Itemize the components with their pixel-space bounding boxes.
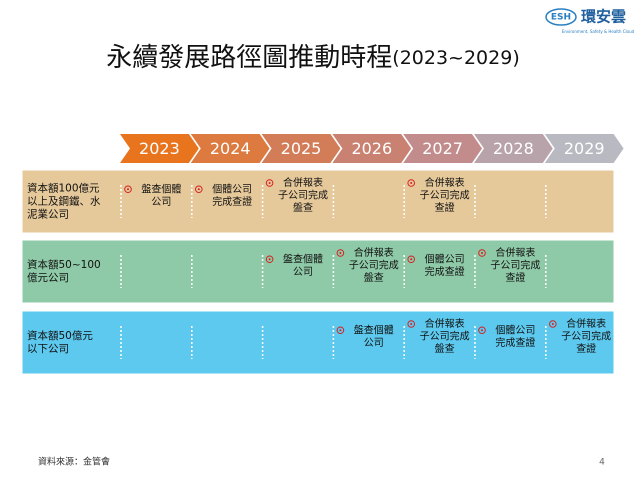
milestone-icon-dot xyxy=(197,188,200,191)
milestone-text: 盤查個體 xyxy=(283,252,323,265)
milestone-text: 查證 xyxy=(435,201,455,214)
year-chevron xyxy=(190,134,270,163)
milestone-text: 盤查 xyxy=(293,201,313,214)
milestone-text: 完成查證 xyxy=(495,336,535,349)
timeline: 2023 2024 2025 2026 2027 2028 2029 資本額100億元以上及鋼… xyxy=(21,134,624,375)
milestone-icon xyxy=(265,255,274,264)
logo-cloud xyxy=(545,8,577,26)
milestone-icon xyxy=(124,185,132,194)
year-label: 2029 xyxy=(564,139,605,158)
milestone-icon xyxy=(478,249,486,257)
milestone-text: 公司 xyxy=(364,338,384,349)
milestone-text: 公司 xyxy=(293,267,313,278)
year-label: 2028 xyxy=(493,139,534,158)
milestone-icon xyxy=(336,249,345,257)
milestone-icon xyxy=(478,326,486,335)
row-label: 以上及鋼鐵、水 xyxy=(27,195,101,208)
milestone-text: 子公司完成 xyxy=(420,189,470,202)
title-range: (2023~2029) xyxy=(392,47,519,69)
row-label: 億元公司 xyxy=(27,271,69,284)
milestone-icon xyxy=(265,179,274,187)
row-label: 資本額50~100 xyxy=(27,258,101,271)
row-label: 資本額100億元 xyxy=(27,182,100,195)
milestone-text: 合併報表 xyxy=(354,246,394,259)
milestone-icon-dot xyxy=(127,188,129,191)
milestone-text: 合併報表 xyxy=(283,176,323,189)
milestone-text: 查證 xyxy=(505,271,525,284)
milestone-icon xyxy=(407,179,416,187)
milestone-icon-dot xyxy=(410,323,413,325)
milestone-text: 盤查 xyxy=(435,342,455,355)
year-chevron xyxy=(261,134,341,163)
source: 資料來源：金管會 xyxy=(38,456,110,468)
milestone-icon xyxy=(336,326,345,335)
year-chevron xyxy=(332,134,412,163)
milestone-text: 個體公司 xyxy=(425,252,465,265)
year-label: 2025 xyxy=(281,139,322,158)
milestone-text: 查證 xyxy=(576,342,596,355)
row-label: 以下公司 xyxy=(27,343,69,355)
milestone-text: 合併報表 xyxy=(425,176,465,189)
milestone-text: 子公司完成 xyxy=(278,189,328,202)
year-label: 2027 xyxy=(422,139,463,158)
milestone-icon-dot xyxy=(268,182,271,184)
milestone-text: 子公司完成 xyxy=(490,259,540,272)
milestone-text: 完成查證 xyxy=(212,195,252,208)
year-chevron xyxy=(403,134,482,163)
milestone-text: 合併報表 xyxy=(495,246,535,259)
milestone-icon xyxy=(195,185,203,194)
milestone-icon-dot xyxy=(339,252,342,254)
logo-name: 環安雲 xyxy=(581,8,626,26)
page-number: 4 xyxy=(599,458,605,468)
year-chevron xyxy=(474,134,553,163)
milestone-icon xyxy=(549,320,557,328)
year-chevron xyxy=(544,134,624,163)
milestone-text: 盤查個體 xyxy=(354,323,394,336)
milestone-icon-dot xyxy=(339,329,342,332)
milestone-text: 子公司完成 xyxy=(561,330,611,343)
year-label: 2026 xyxy=(351,139,392,158)
milestone-text: 個體公司 xyxy=(212,182,252,195)
milestone-icon-dot xyxy=(268,258,271,261)
logo-mark: ESH xyxy=(551,13,571,23)
milestone-icon-dot xyxy=(481,329,483,332)
row-label: 資本額50億元 xyxy=(27,329,93,342)
title: 永續發展路徑圖推動時程(2023~2029) xyxy=(106,43,519,73)
year-label: 2024 xyxy=(210,139,251,158)
milestone-text: 盤查個體 xyxy=(141,182,181,195)
milestone-icon-dot xyxy=(551,323,554,325)
milestone-text: 個體公司 xyxy=(495,323,535,336)
milestone-text: 盤查 xyxy=(364,271,384,284)
milestone-text: 子公司完成 xyxy=(349,259,399,272)
milestone-text: 合併報表 xyxy=(566,317,606,330)
milestone-icon-dot xyxy=(410,258,413,261)
milestone-text: 子公司完成 xyxy=(420,330,470,343)
year-chevron xyxy=(120,134,199,163)
logo-tagline: Environment, Safety & Health Cloud xyxy=(562,29,635,34)
milestone-text: 公司 xyxy=(151,197,171,208)
milestone-icon-dot xyxy=(410,182,413,184)
milestone-text: 合併報表 xyxy=(425,317,465,330)
milestone-text: 完成查證 xyxy=(425,265,465,278)
row-label: 泥業公司 xyxy=(27,208,69,221)
milestone-icon xyxy=(407,320,416,328)
year-label: 2023 xyxy=(139,139,180,158)
milestone-icon-dot xyxy=(481,252,483,254)
milestone-icon xyxy=(407,255,416,264)
title-main: 永續發展路徑圖推動時程 xyxy=(106,43,392,73)
